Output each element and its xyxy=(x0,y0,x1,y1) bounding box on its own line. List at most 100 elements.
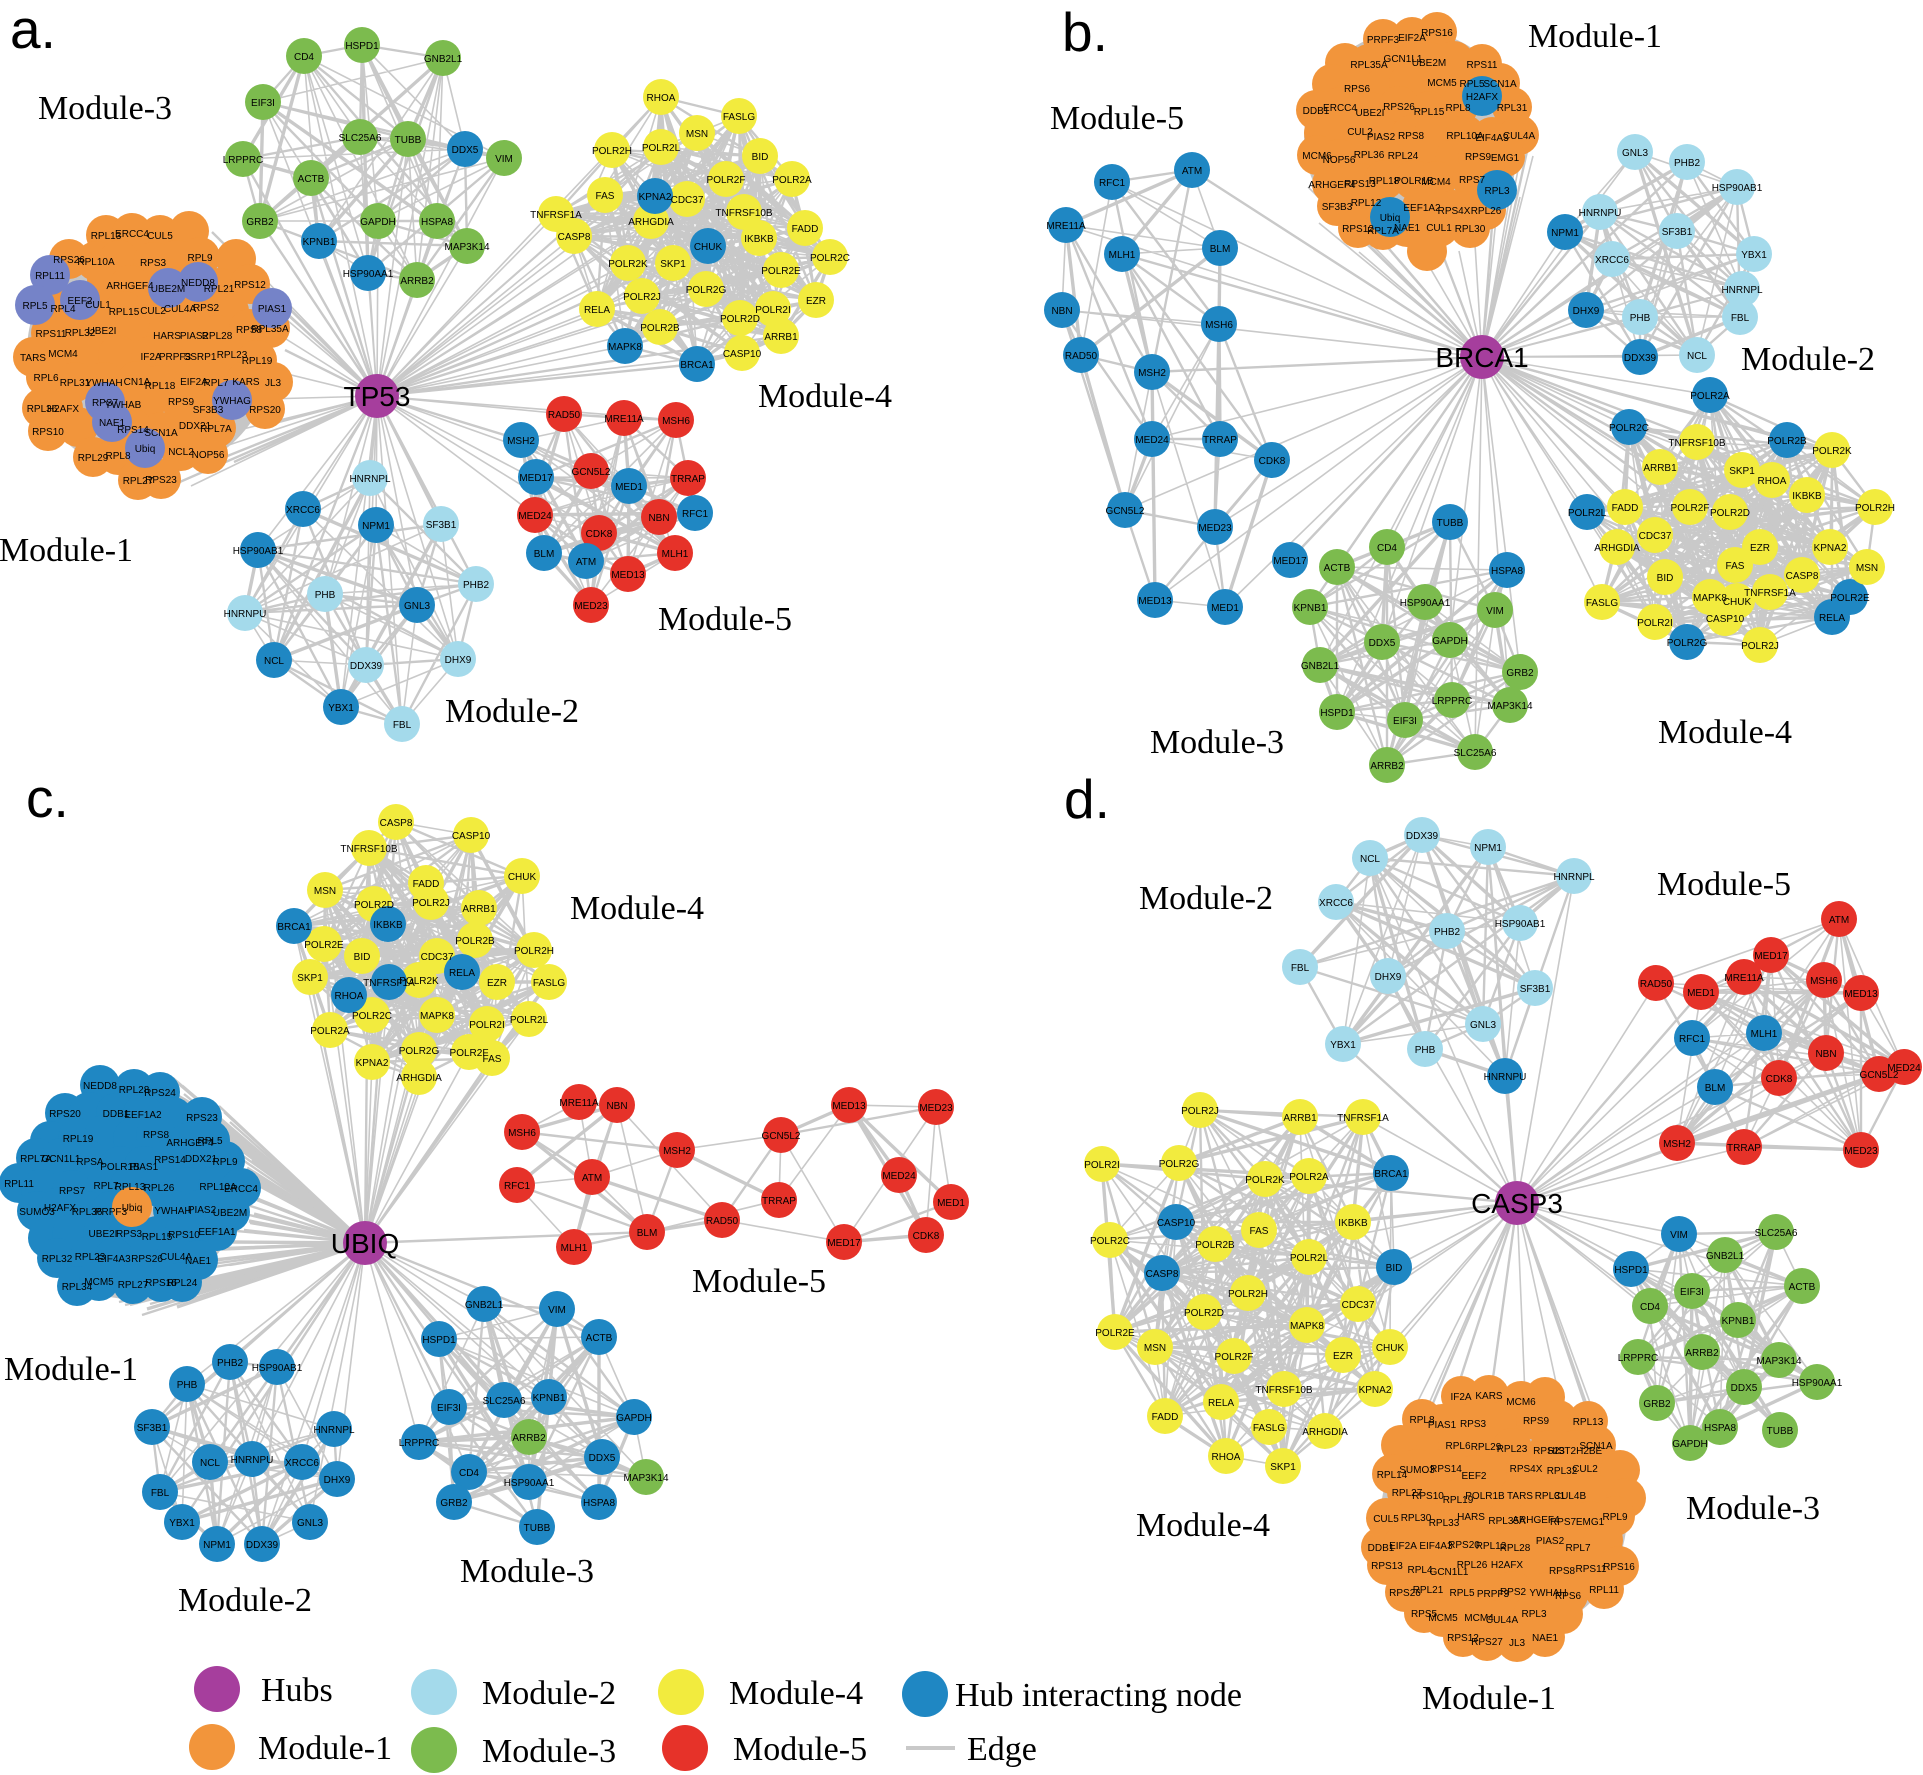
svg-text:PIAS2: PIAS2 xyxy=(180,331,209,342)
svg-text:RPL27: RPL27 xyxy=(1392,1488,1423,1499)
svg-text:RPL7: RPL7 xyxy=(203,378,228,389)
svg-text:GRB2: GRB2 xyxy=(246,217,274,228)
svg-text:RPL13: RPL13 xyxy=(115,1182,146,1193)
svg-text:ARRB1: ARRB1 xyxy=(764,332,798,343)
svg-text:NEDD8: NEDD8 xyxy=(83,1081,117,1092)
svg-text:RFC1: RFC1 xyxy=(504,1181,531,1192)
svg-text:MSH6: MSH6 xyxy=(508,1128,536,1139)
svg-text:HSPA8: HSPA8 xyxy=(1491,566,1523,577)
svg-text:Ubiq: Ubiq xyxy=(1380,213,1401,224)
svg-text:XRCC6: XRCC6 xyxy=(1595,255,1629,266)
svg-text:RPS5: RPS5 xyxy=(1411,1609,1438,1620)
svg-text:ARHGEF4: ARHGEF4 xyxy=(1512,1515,1560,1526)
svg-text:Module-5: Module-5 xyxy=(733,1731,867,1768)
svg-text:ATM: ATM xyxy=(582,1173,602,1184)
svg-text:FASLG: FASLG xyxy=(1586,598,1618,609)
svg-text:DDX5: DDX5 xyxy=(1731,1383,1758,1394)
svg-text:Module-2: Module-2 xyxy=(445,693,579,730)
svg-text:SUMO3: SUMO3 xyxy=(19,1207,55,1218)
svg-text:RPS8: RPS8 xyxy=(143,1130,170,1141)
svg-text:RPL8: RPL8 xyxy=(105,451,130,462)
svg-text:PRPF3: PRPF3 xyxy=(1367,35,1400,46)
svg-text:MED17: MED17 xyxy=(1273,556,1307,567)
svg-text:POLR2I: POLR2I xyxy=(469,1020,505,1031)
svg-text:RPS7: RPS7 xyxy=(92,398,119,409)
svg-text:HSP90AA1: HSP90AA1 xyxy=(1400,598,1451,609)
svg-text:SLC25A6: SLC25A6 xyxy=(1755,1228,1798,1239)
svg-text:POLR2F: POLR2F xyxy=(707,175,746,186)
svg-text:RPS23: RPS23 xyxy=(186,1113,218,1124)
svg-text:ARRB1: ARRB1 xyxy=(462,904,496,915)
svg-text:a.: a. xyxy=(10,0,56,60)
svg-text:MAPK8: MAPK8 xyxy=(1693,593,1727,604)
svg-text:BID: BID xyxy=(354,952,371,963)
svg-text:TNFRSF1A: TNFRSF1A xyxy=(530,210,582,221)
svg-text:CASP8: CASP8 xyxy=(380,818,413,829)
svg-text:GAPDH: GAPDH xyxy=(616,1413,652,1424)
svg-text:JL3: JL3 xyxy=(265,378,282,389)
svg-text:MED17: MED17 xyxy=(827,1238,861,1249)
svg-text:RPL8: RPL8 xyxy=(1409,1415,1434,1426)
svg-text:EEF1A2: EEF1A2 xyxy=(124,1110,162,1121)
svg-text:Module-3: Module-3 xyxy=(460,1553,594,1590)
svg-text:GRB2: GRB2 xyxy=(1506,668,1534,679)
svg-text:SF3B3: SF3B3 xyxy=(1322,202,1353,213)
svg-text:VIM: VIM xyxy=(548,1305,566,1316)
svg-text:MED24: MED24 xyxy=(882,1171,916,1182)
svg-text:TRRAP: TRRAP xyxy=(1203,435,1237,446)
svg-text:RPS3: RPS3 xyxy=(140,258,167,269)
svg-text:POLR2B: POLR2B xyxy=(1767,436,1807,447)
svg-text:HSP90AB1: HSP90AB1 xyxy=(1712,183,1763,194)
svg-text:RPL15: RPL15 xyxy=(142,1232,173,1243)
svg-text:RHOA: RHOA xyxy=(335,991,364,1002)
svg-text:ACTB: ACTB xyxy=(1789,1282,1816,1293)
svg-text:CUL4A: CUL4A xyxy=(1486,1615,1519,1626)
svg-text:CUL4B: CUL4B xyxy=(1554,1491,1587,1502)
svg-text:EIF3I: EIF3I xyxy=(1680,1287,1704,1298)
svg-text:BRCA1: BRCA1 xyxy=(277,922,311,933)
svg-text:POLR2G: POLR2G xyxy=(686,285,727,296)
svg-text:DDB1: DDB1 xyxy=(103,1109,130,1120)
svg-text:VIM: VIM xyxy=(1486,606,1504,617)
svg-text:NAE1: NAE1 xyxy=(1532,1633,1559,1644)
svg-text:DDX5: DDX5 xyxy=(589,1453,616,1464)
svg-text:UBE2M: UBE2M xyxy=(213,1208,247,1219)
svg-text:POLR2F: POLR2F xyxy=(1215,1352,1254,1363)
svg-text:NCL: NCL xyxy=(1687,351,1707,362)
svg-text:RPL34: RPL34 xyxy=(62,1282,93,1293)
svg-text:RPL28: RPL28 xyxy=(202,331,233,342)
svg-text:RPS12: RPS12 xyxy=(234,280,266,291)
svg-text:GCN5L2: GCN5L2 xyxy=(572,467,611,478)
svg-text:RPS6: RPS6 xyxy=(1555,1591,1582,1602)
svg-text:EIF2A: EIF2A xyxy=(180,377,208,388)
svg-text:RPS3: RPS3 xyxy=(1460,1419,1487,1430)
svg-text:RPS7: RPS7 xyxy=(1459,175,1486,186)
svg-text:RPS26: RPS26 xyxy=(1389,1588,1421,1599)
svg-text:RPS11: RPS11 xyxy=(1467,60,1498,71)
svg-text:VIM: VIM xyxy=(1670,1230,1688,1241)
svg-text:RPS8: RPS8 xyxy=(236,325,263,336)
svg-text:XRCC6: XRCC6 xyxy=(286,505,320,516)
svg-text:SKP1: SKP1 xyxy=(1270,1462,1296,1473)
svg-text:ERCC4: ERCC4 xyxy=(1323,103,1357,114)
svg-text:FADD: FADD xyxy=(1612,503,1639,514)
svg-text:RPL7A: RPL7A xyxy=(200,424,232,435)
svg-text:Module-1: Module-1 xyxy=(1422,1680,1556,1717)
svg-text:YWHAH: YWHAH xyxy=(1529,1588,1566,1599)
svg-text:MRE11A: MRE11A xyxy=(1046,221,1086,232)
svg-text:TARS: TARS xyxy=(20,353,46,364)
svg-text:NCL2: NCL2 xyxy=(168,447,194,458)
svg-text:ARRB2: ARRB2 xyxy=(1370,761,1404,772)
svg-text:RFC1: RFC1 xyxy=(1679,1034,1706,1045)
svg-text:MSN: MSN xyxy=(1856,563,1878,574)
svg-text:EZR: EZR xyxy=(487,978,507,989)
svg-text:H2AFX: H2AFX xyxy=(1491,1560,1524,1571)
svg-text:NBN: NBN xyxy=(1815,1049,1836,1060)
svg-text:SLC25A6: SLC25A6 xyxy=(339,133,382,144)
svg-text:POLR2A: POLR2A xyxy=(310,1026,350,1037)
svg-text:TNFRSF10B: TNFRSF10B xyxy=(1668,438,1726,449)
svg-text:RPS7: RPS7 xyxy=(1550,1517,1577,1528)
svg-text:TP53: TP53 xyxy=(344,381,411,412)
svg-text:RPL9: RPL9 xyxy=(1602,1512,1627,1523)
svg-text:POLR2B: POLR2B xyxy=(1195,1240,1235,1251)
